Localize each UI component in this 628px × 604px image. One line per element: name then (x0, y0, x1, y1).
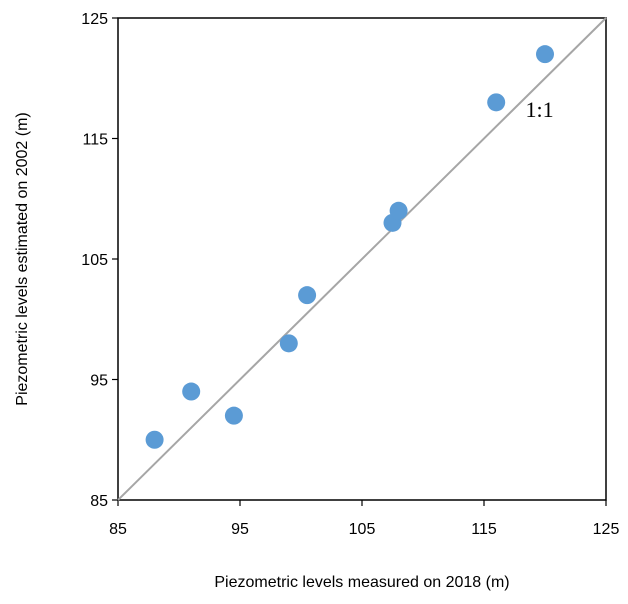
x-tick-label: 85 (109, 521, 127, 538)
plot-layer: 85 95 105 115 125 85 95 105 115 125 (81, 11, 619, 538)
data-point (487, 93, 506, 112)
y-axis-label: Piezometric levels estimated on 2002 (m) (14, 112, 31, 405)
y-tick-label: 95 (90, 373, 108, 390)
x-axis-label: Piezometric levels measured on 2018 (m) (214, 574, 509, 591)
y-tick-label: 115 (82, 132, 108, 149)
data-point (389, 201, 408, 220)
reference-line-1-1 (117, 17, 607, 501)
x-tick-label: 115 (471, 521, 497, 538)
data-point (536, 45, 554, 64)
y-tick-label: 85 (90, 493, 108, 510)
reference-line-label: 1:1 (525, 97, 553, 122)
data-point (279, 334, 298, 353)
data-point (224, 406, 243, 425)
data-point (182, 382, 201, 401)
y-tick-label: 105 (81, 252, 108, 269)
x-tick-label: 125 (593, 521, 620, 538)
data-point (145, 430, 164, 449)
y-tick-label: 125 (81, 11, 108, 28)
x-tick-label: 95 (231, 521, 249, 538)
x-tick-label: 105 (349, 521, 376, 538)
data-point (298, 286, 317, 305)
